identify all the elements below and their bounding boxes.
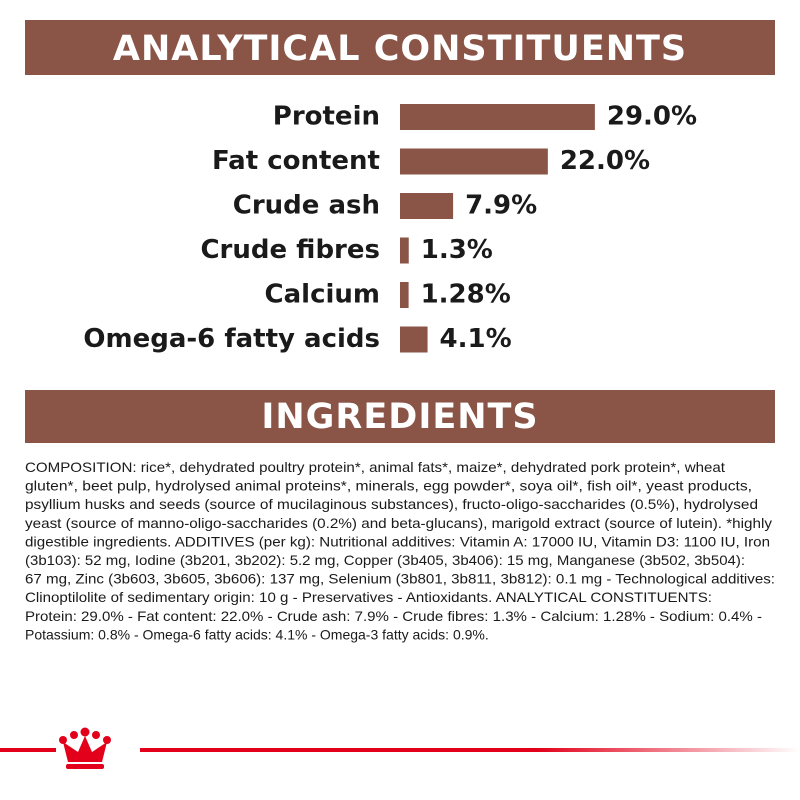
value-label: 22.0% [560,146,650,176]
value-label: 1.3% [421,235,493,265]
value-label: 29.0% [607,102,697,132]
ingredient-line: psyllium husks and seeds (source of muci… [25,496,758,512]
ingredient-line: (3b103): 52 mg, Iodine (3b201, 3b202): 5… [25,552,745,568]
category-label: Crude ash [233,191,380,221]
ingredient-line: COMPOSITION: rice*, dehydrated poultry p… [25,459,725,475]
bar [400,282,409,308]
ingredient-line: Clinoptilolite of sedimentary origin: 10… [25,589,712,605]
ingredient-line: Potassium: 0.8% - Omega-6 fatty acids: 4… [25,626,489,642]
bar [400,148,548,175]
bar [400,326,428,353]
chart-title: ANALYTICAL CONSTITUENTS [113,29,687,69]
bar [400,237,409,264]
ingredient-line: gluten*, beet pulp, hydrolysed animal pr… [25,478,752,494]
value-label: 1.28% [421,280,511,310]
header-band [25,390,775,443]
section-title: INGREDIENTS [261,397,538,437]
footer-logo [0,727,800,769]
value-label: 7.9% [465,191,537,221]
bar [400,104,595,130]
bar [400,193,454,219]
category-label: Omega-6 fatty acids [83,324,380,354]
category-label: Crude fibres [200,235,380,265]
value-label: 4.1% [440,324,512,354]
category-label: Calcium [265,280,380,310]
header-band [25,20,775,75]
ingredient-line: yeast (source of manno-oligo-saccharides… [25,515,772,531]
category-label: Protein [273,102,380,132]
ingredient-line: 67 mg, Zinc (3b603, 3b605, 3b606): 137 m… [25,571,775,587]
ingredient-line: digestible ingredients. ADDITIVES (per k… [25,533,770,549]
category-label: Fat content [212,146,380,176]
ingredient-line: Protein: 29.0% - Fat content: 22.0% - Cr… [25,608,762,624]
